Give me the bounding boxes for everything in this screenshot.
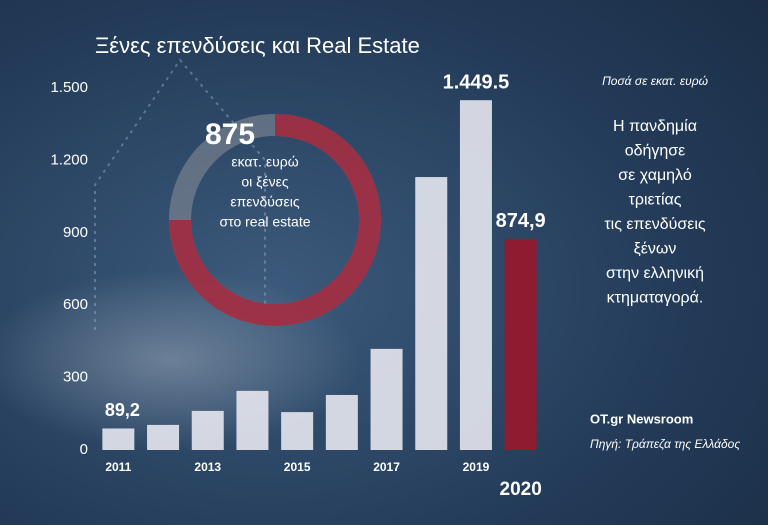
x-tick-label: 2017 (373, 460, 400, 474)
message-line: τις επενδύσεις (604, 216, 706, 233)
donut-number: 875 (205, 118, 255, 151)
message-line: στην ελληνική (606, 265, 704, 282)
message-line: Η πανδημία (613, 118, 697, 135)
donut-text: εκατ. ευρώ (231, 154, 298, 170)
bar (281, 412, 314, 450)
y-tick-label: 900 (63, 224, 88, 241)
value-label: 1.449.5 (443, 71, 510, 93)
chart-title: Ξένες επενδύσεις και Real Estate (95, 33, 420, 58)
unit-note: Ποσά σε εκατ. ευρώ (602, 74, 708, 88)
donut (169, 114, 381, 326)
x-tick-label: 2020 (500, 479, 542, 500)
y-tick-label: 1.500 (50, 79, 88, 96)
y-tick-label: 1.200 (50, 151, 88, 168)
y-tick-label: 600 (63, 296, 88, 313)
x-tick-label: 2015 (284, 460, 311, 474)
source: Πηγή: Τράπεζα της Ελλάδος (590, 437, 740, 451)
donut-text: επενδύσεις (230, 194, 300, 210)
donut-arc (169, 114, 381, 326)
message-line: ξένων (634, 241, 677, 258)
bar (102, 428, 135, 450)
donut-text: οι ξένες (241, 174, 289, 190)
value-label: 89,2 (105, 400, 140, 420)
donut-text: στο real estate (219, 214, 310, 230)
bar (147, 424, 180, 450)
bar (236, 390, 269, 450)
value-label: 874,9 (496, 210, 546, 232)
x-tick-label: 2013 (194, 460, 221, 474)
credit: OT.gr Newsroom (590, 411, 693, 426)
bar (459, 100, 492, 451)
message-line: σε χαμηλό (618, 167, 692, 184)
bar (191, 410, 224, 450)
bar (415, 177, 448, 450)
message-line: οδήγησε (625, 143, 686, 160)
x-tick-label: 2011 (105, 460, 131, 474)
message-line: τριετίας (629, 192, 682, 209)
y-tick-label: 300 (63, 369, 88, 386)
bar (325, 394, 358, 450)
y-tick-label: 0 (80, 441, 88, 458)
house-outline (94, 58, 266, 330)
bar (370, 348, 403, 450)
bar (504, 238, 537, 450)
message-line: κτηματαγορά. (607, 290, 704, 307)
x-tick-label: 2019 (463, 460, 490, 474)
